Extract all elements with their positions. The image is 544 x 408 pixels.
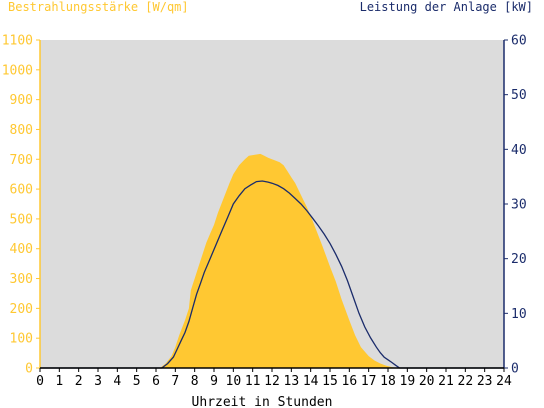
y-left-tick-label: 400: [10, 242, 33, 257]
x-tick-label: 9: [210, 374, 218, 389]
ticks-layer: 0100200300400500600700800900100011000102…: [2, 34, 527, 390]
x-tick-label: 16: [342, 374, 358, 389]
x-tick-label: 24: [496, 374, 512, 389]
x-tick-label: 6: [152, 374, 160, 389]
y-left-tick-label: 300: [10, 272, 33, 287]
series-irradiance-area: [40, 153, 504, 368]
x-tick-label: 4: [113, 374, 121, 389]
y-left-tick-label: 500: [10, 212, 33, 227]
y-left-tick-label: 0: [25, 362, 33, 377]
y-right-tick-label: 50: [511, 88, 527, 103]
series-power-line: [40, 180, 504, 369]
y-left-tick-label: 700: [10, 153, 33, 168]
y-left-tick-label: 900: [10, 93, 33, 108]
y-left-tick-label: 800: [10, 123, 33, 138]
x-tick-label: 8: [191, 374, 199, 389]
x-tick-label: 12: [264, 374, 280, 389]
y-right-tick-label: 0: [511, 362, 519, 377]
left-axis-title: Bestrahlungsstärke [W/qm]: [8, 0, 189, 14]
x-tick-label: 0: [36, 374, 44, 389]
y-left-tick-label: 1000: [2, 63, 33, 78]
x-tick-label: 19: [400, 374, 416, 389]
x-tick-label: 15: [322, 374, 338, 389]
x-tick-label: 5: [133, 374, 141, 389]
x-tick-label: 14: [303, 374, 319, 389]
y-right-tick-label: 30: [511, 198, 527, 213]
x-tick-label: 17: [361, 374, 377, 389]
y-left-tick-label: 100: [10, 332, 33, 347]
x-tick-label: 23: [477, 374, 493, 389]
x-tick-label: 22: [458, 374, 474, 389]
x-tick-label: 10: [226, 374, 242, 389]
x-tick-label: 7: [171, 374, 179, 389]
x-tick-label: 1: [55, 374, 63, 389]
x-tick-label: 20: [419, 374, 435, 389]
y-right-tick-label: 20: [511, 252, 527, 267]
x-axis-title: Uhrzeit in Stunden: [192, 395, 333, 408]
x-tick-label: 18: [380, 374, 396, 389]
x-tick-label: 13: [284, 374, 300, 389]
right-axis-title: Leistung der Anlage [kW]: [360, 0, 533, 14]
y-left-tick-label: 600: [10, 183, 33, 198]
y-left-tick-label: 200: [10, 302, 33, 317]
y-right-tick-label: 40: [511, 143, 527, 158]
x-tick-label: 11: [245, 374, 261, 389]
x-tick-label: 3: [94, 374, 102, 389]
x-tick-label: 2: [75, 374, 83, 389]
y-left-tick-label: 1100: [2, 34, 33, 49]
y-right-tick-label: 60: [511, 34, 527, 49]
series-layer: [40, 153, 504, 369]
x-tick-label: 21: [438, 374, 454, 389]
y-right-tick-label: 10: [511, 307, 527, 322]
